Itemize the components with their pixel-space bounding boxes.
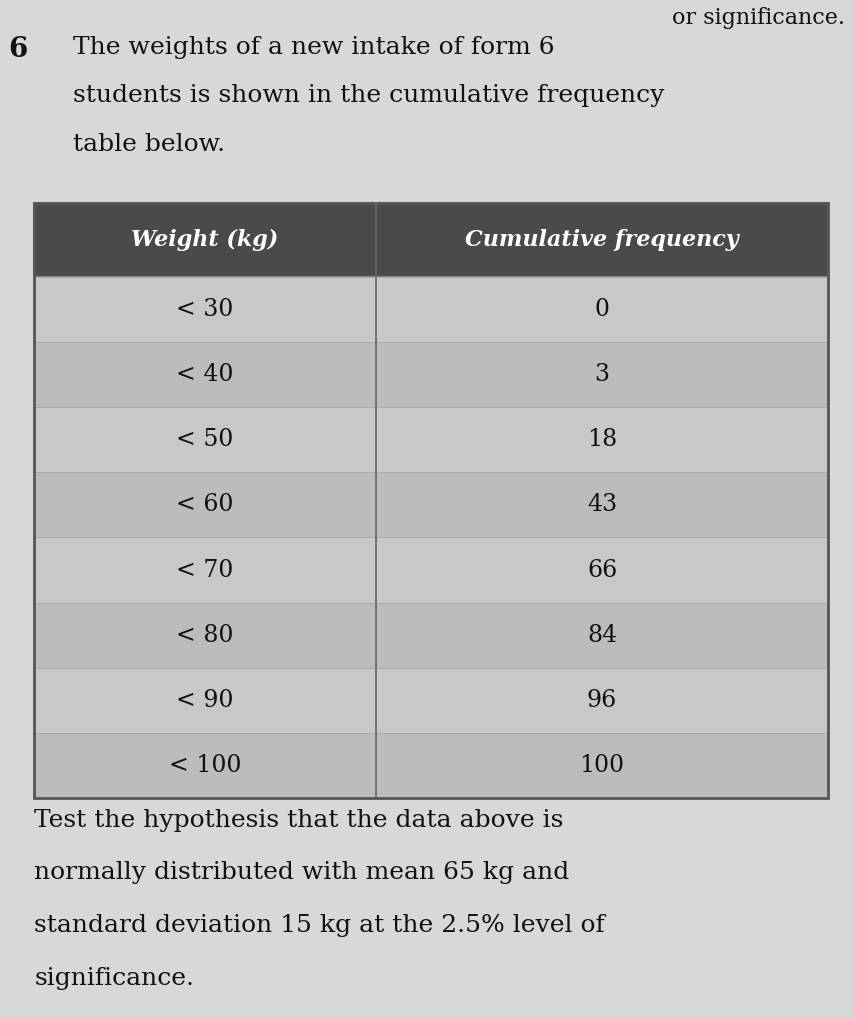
- Bar: [375, 603, 827, 668]
- Text: The weights of a new intake of form 6: The weights of a new intake of form 6: [73, 36, 554, 59]
- Text: table below.: table below.: [73, 133, 224, 157]
- Bar: [375, 668, 827, 733]
- Text: 66: 66: [586, 558, 617, 582]
- Text: Test the hypothesis that the data above is: Test the hypothesis that the data above …: [34, 809, 563, 832]
- Text: < 90: < 90: [176, 690, 234, 712]
- Bar: [34, 277, 375, 342]
- Text: < 40: < 40: [176, 363, 234, 385]
- Bar: [375, 277, 827, 342]
- Text: < 80: < 80: [176, 623, 234, 647]
- Text: < 30: < 30: [176, 298, 234, 320]
- Text: significance.: significance.: [34, 967, 194, 991]
- Bar: [34, 203, 827, 277]
- Bar: [375, 733, 827, 798]
- Bar: [34, 342, 375, 407]
- Text: 43: 43: [586, 493, 617, 517]
- Text: < 70: < 70: [176, 558, 234, 582]
- Bar: [375, 472, 827, 537]
- Text: 84: 84: [586, 623, 617, 647]
- Bar: [375, 342, 827, 407]
- Text: 18: 18: [586, 428, 617, 452]
- Text: < 50: < 50: [176, 428, 234, 452]
- Text: 100: 100: [579, 755, 624, 777]
- Bar: [34, 537, 375, 603]
- Bar: [375, 407, 827, 472]
- Text: < 60: < 60: [176, 493, 234, 517]
- Bar: [34, 472, 375, 537]
- Text: 6: 6: [9, 36, 28, 63]
- Text: or significance.: or significance.: [671, 7, 844, 29]
- Text: Cumulative frequency: Cumulative frequency: [465, 229, 738, 251]
- Bar: [34, 733, 375, 798]
- Text: 3: 3: [594, 363, 609, 385]
- Text: students is shown in the cumulative frequency: students is shown in the cumulative freq…: [73, 84, 663, 108]
- Text: 0: 0: [594, 298, 609, 320]
- Bar: [34, 603, 375, 668]
- Text: < 100: < 100: [169, 755, 241, 777]
- Bar: [375, 537, 827, 603]
- Text: 96: 96: [586, 690, 617, 712]
- Text: normally distributed with mean 65 kg and: normally distributed with mean 65 kg and: [34, 861, 569, 885]
- Bar: [34, 407, 375, 472]
- Bar: [34, 668, 375, 733]
- Text: standard deviation 15 kg at the 2.5% level of: standard deviation 15 kg at the 2.5% lev…: [34, 914, 604, 938]
- Text: Weight (kg): Weight (kg): [131, 229, 278, 251]
